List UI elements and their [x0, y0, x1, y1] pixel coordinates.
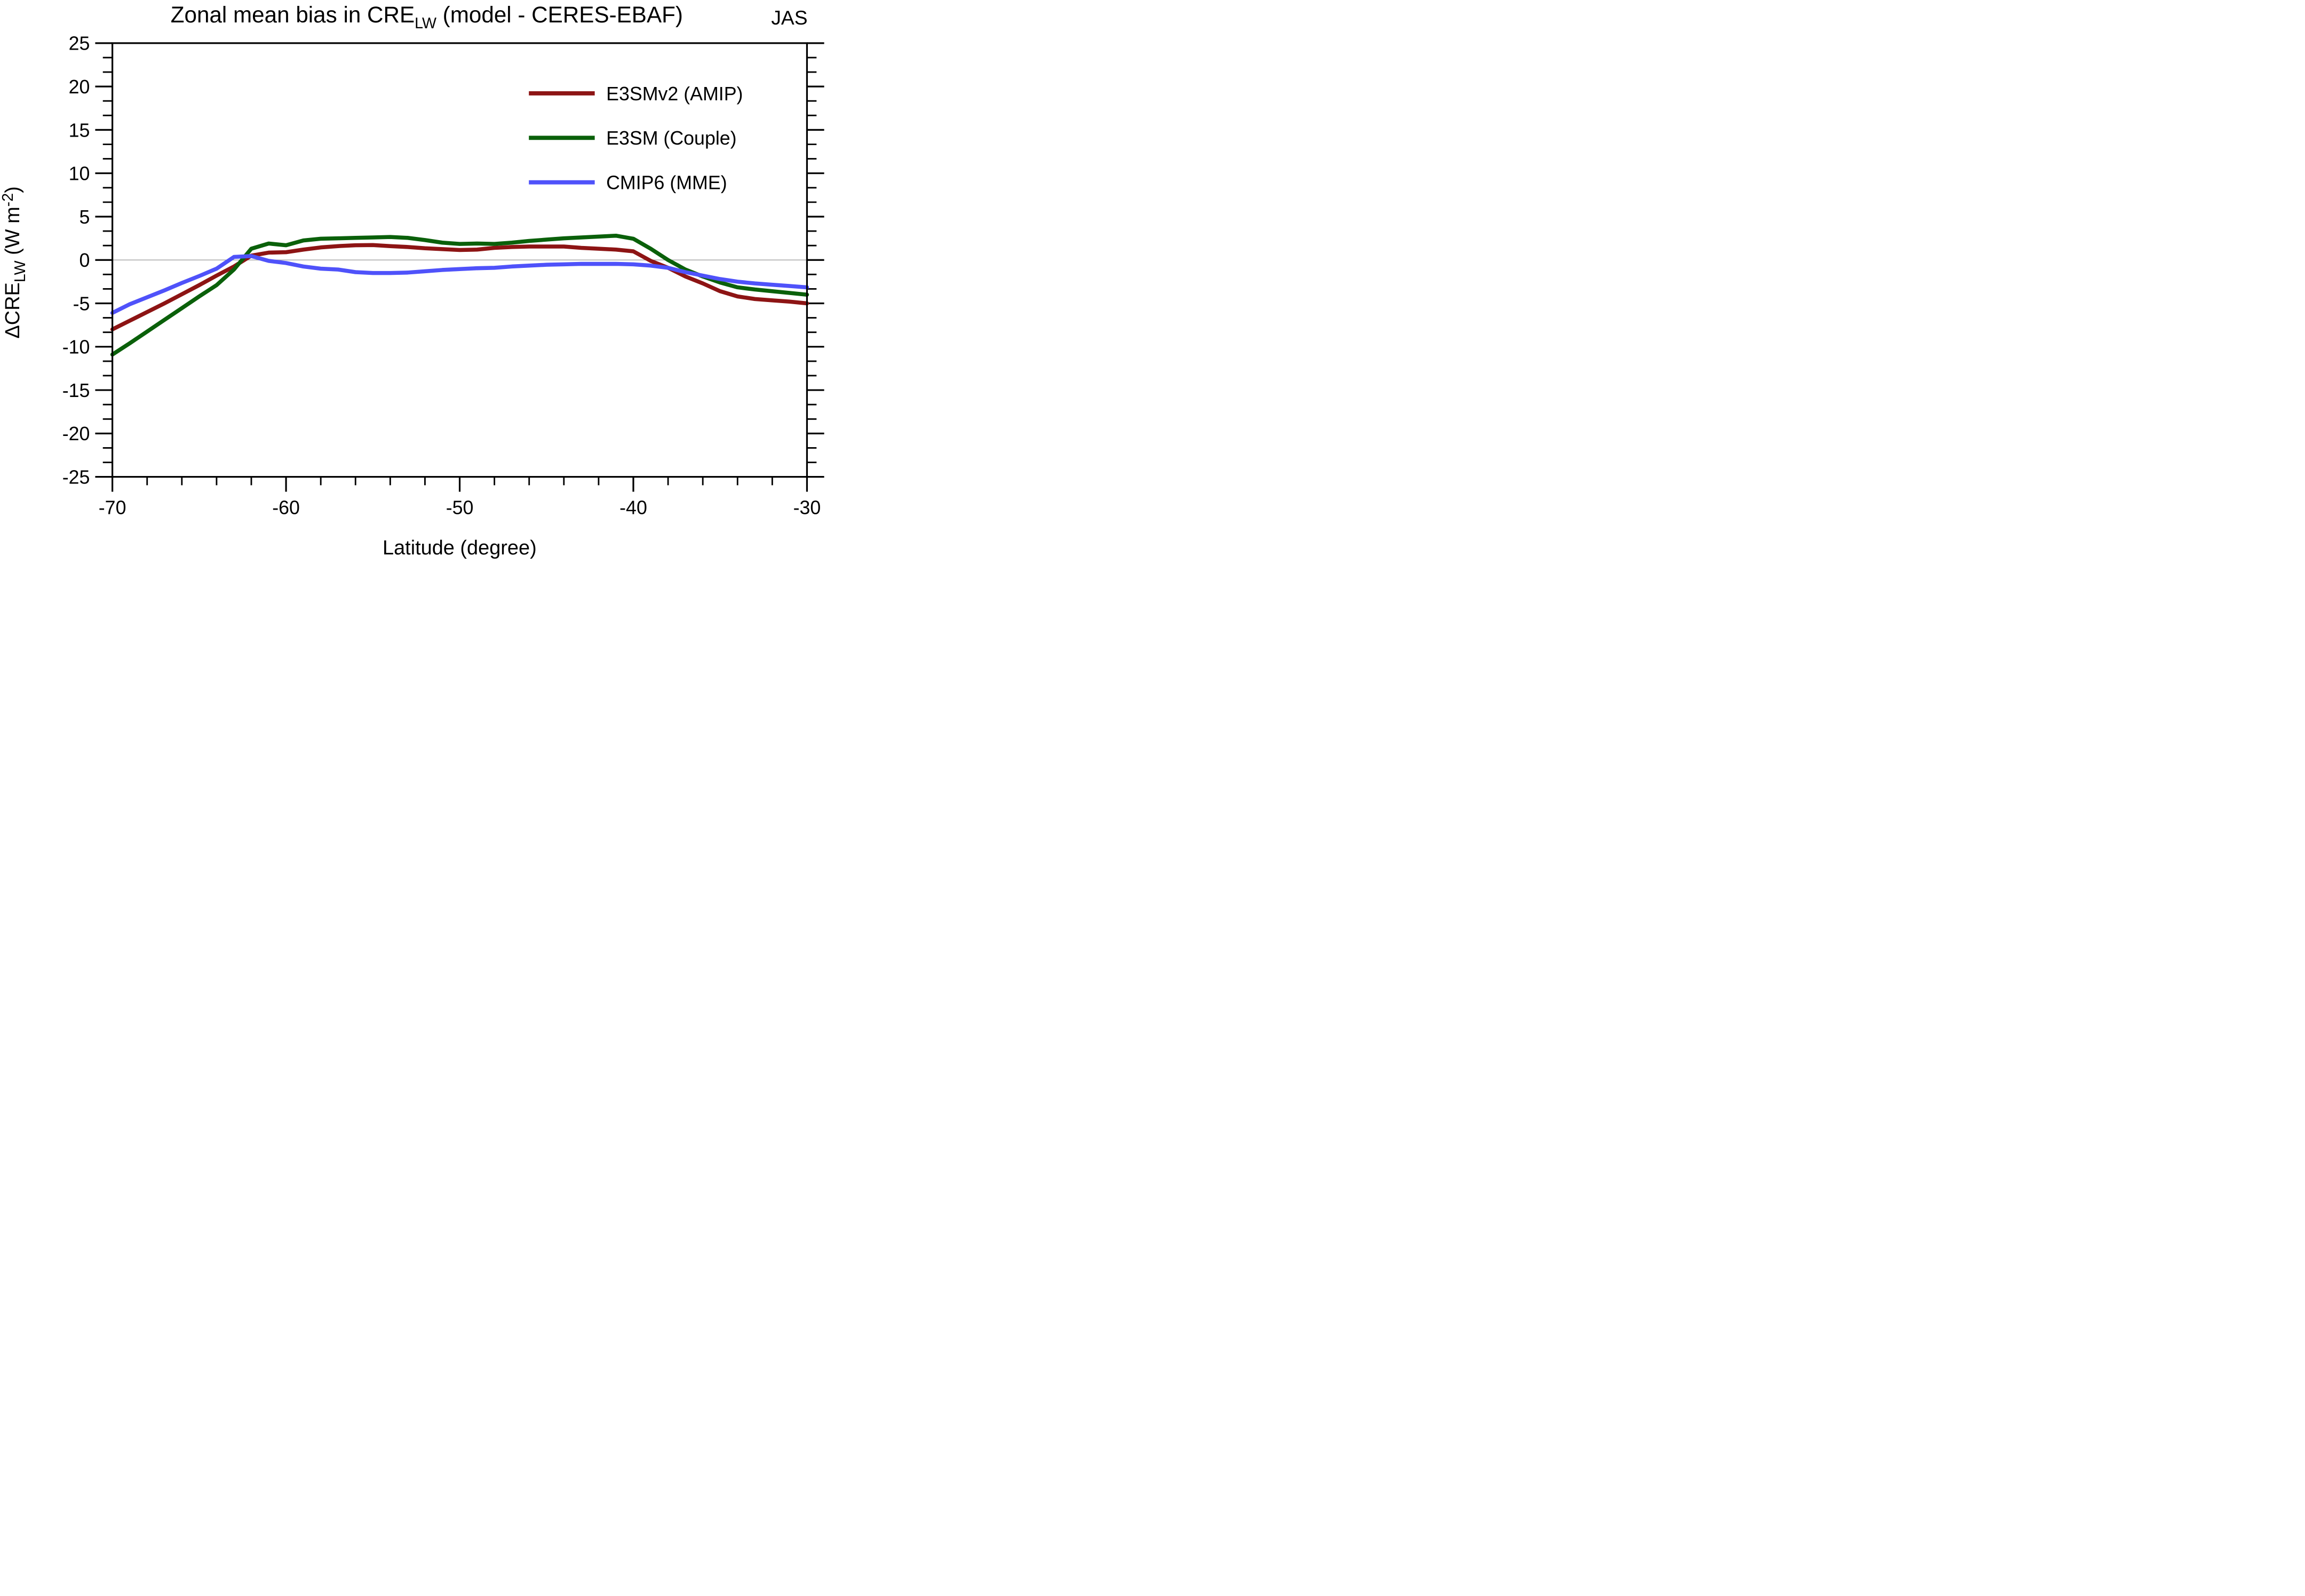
series-line-e3sm-couple	[110, 233, 809, 357]
y-tick-label: 20	[69, 76, 90, 98]
x-tick-label: -70	[99, 497, 126, 518]
y-axis-title: ΔCRELW (W m-2)	[0, 186, 29, 338]
series-lines	[110, 233, 809, 357]
zonal-mean-bias-chart: Zonal mean bias in CRELW (model - CERES-…	[0, 2, 824, 559]
legend-label: E3SM (Couple)	[606, 128, 737, 149]
y-tick-label: -5	[73, 293, 90, 314]
x-tick-label: -50	[446, 497, 474, 518]
plot-frame	[112, 42, 808, 478]
y-tick-label: 0	[80, 250, 90, 271]
x-tick-label: -60	[272, 497, 300, 518]
y-tick-label: -25	[62, 467, 90, 488]
x-tick-label: -30	[793, 497, 821, 518]
x-axis-title: Latitude (degree)	[383, 537, 537, 559]
legend-label: E3SMv2 (AMIP)	[606, 83, 743, 105]
y-tick-label: 10	[69, 163, 90, 185]
y-tick-label: 5	[80, 207, 90, 228]
season-label: JAS	[771, 6, 807, 29]
x-tick-label: -40	[619, 497, 647, 518]
y-tick-label: -20	[62, 423, 90, 444]
legend-label: CMIP6 (MME)	[606, 172, 727, 194]
chart-page: Zonal mean bias in CRELW (model - CERES-…	[0, 0, 825, 571]
y-tick-label: 15	[69, 120, 90, 141]
y-tick-label: -10	[62, 337, 90, 358]
y-tick-label: -15	[62, 380, 90, 401]
legend: E3SMv2 (AMIP) E3SM (Couple) CMIP6 (MME)	[529, 83, 743, 194]
chart-title: Zonal mean bias in CRELW (model - CERES-…	[171, 2, 683, 32]
series-line-cmip6-mme	[110, 254, 809, 315]
series-line-e3smv2-amip	[110, 243, 809, 332]
y-tick-label: 25	[69, 33, 90, 54]
